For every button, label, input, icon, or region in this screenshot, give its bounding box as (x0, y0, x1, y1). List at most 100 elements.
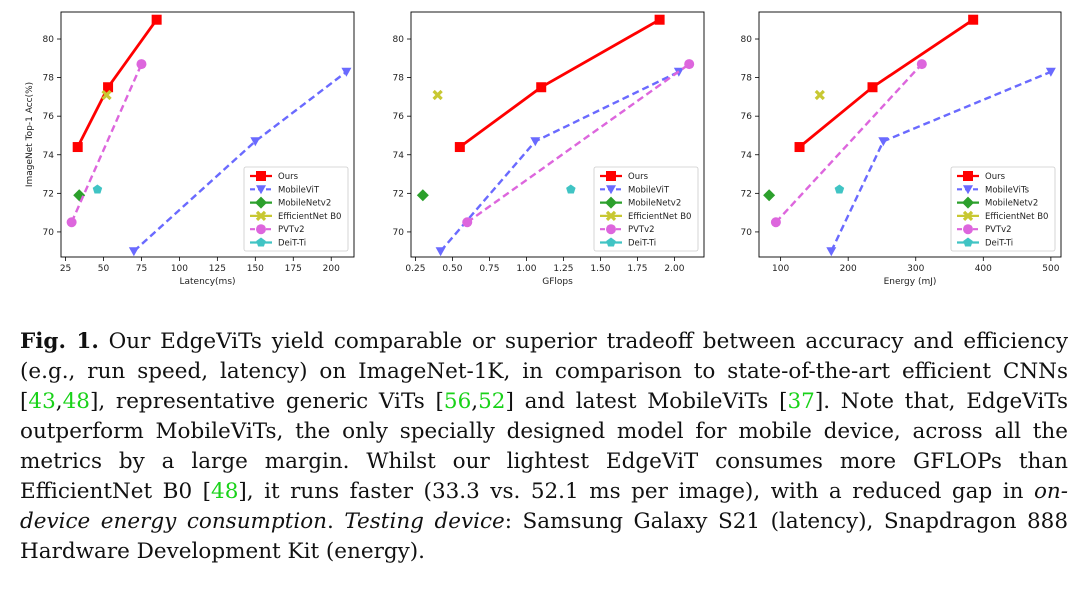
series-line (76, 18, 158, 148)
figure-caption: Fig. 1. Our EdgeViTs yield comparable or… (20, 329, 1069, 564)
citation-link[interactable]: 52 (478, 389, 506, 414)
x-tick-label: 0.75 (479, 264, 499, 274)
legend-label: DeiT-Ti (628, 239, 656, 249)
caption-label: Fig. 1. (20, 329, 99, 354)
legend-marker (255, 210, 267, 222)
data-point (968, 14, 979, 25)
legend-label: MobileViTs (985, 185, 1030, 195)
series-line (458, 18, 661, 149)
legend-marker (962, 210, 974, 222)
x-tick-label: 200 (840, 264, 857, 274)
legend-marker (962, 196, 974, 209)
x-tick-label: 200 (323, 264, 340, 274)
plot-frame (60, 11, 355, 258)
citation-link[interactable]: 37 (787, 389, 815, 414)
data-point (684, 59, 695, 70)
data-point (916, 59, 927, 70)
data-point (103, 82, 114, 93)
x-tick-label: 0.25 (405, 264, 425, 274)
y-tick-label: 78 (741, 74, 753, 84)
charts-svg: 25 50 75 100 125 150 175 200 70 72 74 76 78 80 Latency… (25, 11, 1062, 287)
data-point (566, 184, 576, 194)
legend-label: Ours (985, 172, 1006, 182)
data-point (826, 247, 837, 257)
y-tick-label: 78 (393, 74, 405, 84)
data-point (654, 14, 665, 25)
caption-text: ], representative generic ViTs [ (89, 389, 444, 414)
series-line (775, 63, 923, 224)
data-point (72, 142, 83, 153)
data-point (794, 142, 805, 153)
x-tick-label: 1.75 (627, 264, 647, 274)
series-line (466, 63, 690, 224)
caption-text: ] and latest MobileViTs [ (505, 389, 788, 414)
x-tick-label: 75 (136, 264, 147, 274)
data-point (530, 137, 541, 147)
caption-emphasis: Testing device (344, 509, 505, 534)
data-point (136, 59, 147, 70)
citation-link[interactable]: 56 (443, 389, 472, 414)
data-point (73, 189, 86, 202)
citation-link[interactable]: 43 (28, 389, 56, 414)
y-tick-label: 70 (43, 228, 55, 238)
legend-marker (963, 224, 973, 235)
y-tick-label: 70 (393, 228, 405, 238)
data-point (770, 217, 781, 228)
x-axis-label: Energy (mJ) (884, 277, 937, 287)
figure-charts: 25 50 75 100 125 150 175 200 70 72 74 76 78 80 Latency… (0, 0, 1080, 300)
caption-text: ], it runs faster (33.3 vs. 52.1 ms per … (238, 479, 1034, 504)
chart-panel: 100 200 300 400 500 70 72 74 76 78 80 Energy (mJ) Ou… (741, 11, 1062, 287)
citation-link[interactable]: 48 (62, 389, 90, 414)
data-point (814, 89, 825, 101)
y-tick-label: 72 (43, 189, 54, 199)
legend-label: PVTv2 (278, 225, 305, 235)
citation-link[interactable]: 48 (211, 479, 239, 504)
legend-marker (963, 185, 973, 195)
data-point (1045, 67, 1056, 77)
legend-label: Ours (628, 172, 649, 182)
data-point (128, 247, 139, 257)
x-tick-label: 1.25 (553, 264, 573, 274)
y-tick-label: 76 (741, 112, 753, 122)
legend-marker (605, 210, 617, 222)
x-tick-label: 1.50 (590, 264, 610, 274)
legend-marker (256, 185, 266, 195)
y-tick-label: 80 (741, 35, 753, 45)
legend-marker (255, 196, 267, 209)
y-tick-label: 78 (43, 74, 55, 84)
x-tick-label: 100 (171, 264, 188, 274)
caption-text: . (327, 509, 345, 534)
data-point (66, 217, 77, 228)
y-tick-label: 80 (43, 35, 55, 45)
legend-marker (606, 237, 616, 247)
caption-text: : Samsung Galaxy S21 (latency), Snapdrag… (20, 509, 1068, 564)
x-tick-label: 2.00 (664, 264, 684, 274)
y-tick-label: 76 (43, 112, 55, 122)
legend-label: DeiT-Ti (278, 239, 306, 249)
legend-marker (256, 237, 266, 247)
legend-label: EfficientNet B0 (278, 212, 341, 222)
y-tick-label: 80 (393, 35, 405, 45)
y-tick-label: 74 (43, 151, 55, 161)
data-point (416, 189, 429, 202)
data-point (341, 67, 352, 77)
legend-marker (606, 224, 616, 235)
y-tick-label: 72 (393, 189, 404, 199)
caption-text: Our EdgeViTs yield comparable or superio… (20, 329, 1068, 414)
legend-label: MobileNetv2 (985, 199, 1038, 209)
legend-label: PVTv2 (985, 225, 1012, 235)
x-tick-label: 0.50 (442, 264, 462, 274)
chart-panel: 25 50 75 100 125 150 175 200 70 72 74 76 78 80 Latency… (25, 11, 355, 287)
legend-label: MobileNetv2 (628, 199, 681, 209)
legend-label: EfficientNet B0 (985, 212, 1048, 222)
legend-marker (963, 171, 973, 181)
data-point (92, 184, 103, 194)
legend-label: DeiT-Ti (985, 239, 1013, 249)
data-point (432, 89, 443, 101)
data-point (867, 82, 878, 93)
legend-marker (256, 224, 266, 235)
legend-label: MobileViT (278, 185, 320, 195)
x-tick-label: 150 (247, 264, 264, 274)
data-point (536, 82, 547, 93)
y-tick-label: 76 (393, 112, 405, 122)
